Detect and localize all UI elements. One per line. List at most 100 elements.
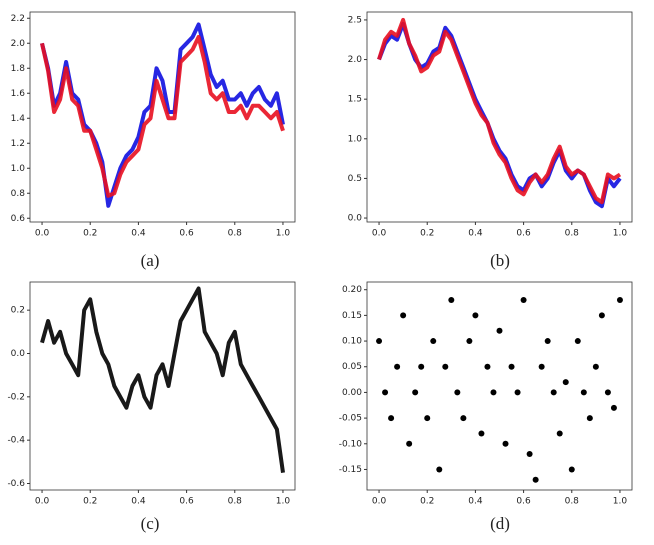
- x-tick-label: 0.0: [372, 497, 387, 507]
- point: [454, 389, 461, 396]
- point: [394, 363, 401, 370]
- x-tick-label: 0.6: [179, 229, 194, 239]
- axes-frame: [29, 281, 296, 491]
- y-tick-label: 2.0: [348, 55, 363, 65]
- x-tick-label: 1.0: [613, 229, 628, 239]
- x-tick-label: 0.8: [228, 497, 243, 507]
- point: [448, 296, 455, 303]
- y-tick-label: 1.2: [11, 139, 25, 149]
- x-tick-label: 1.0: [276, 229, 291, 239]
- y-tick-label: 0.5: [348, 174, 362, 184]
- y-tick-label: -0.10: [339, 439, 363, 449]
- series-line: [40, 35, 285, 198]
- y-tick-label: 0.15: [342, 311, 362, 321]
- x-tick-label: 0.2: [83, 229, 97, 239]
- y-tick-label: 1.0: [348, 134, 363, 144]
- point: [538, 363, 545, 370]
- point: [574, 338, 581, 345]
- x-tick-label: 0.4: [468, 229, 483, 239]
- point: [610, 404, 617, 411]
- y-tick-label: 2.0: [11, 39, 26, 49]
- point: [616, 296, 623, 303]
- point: [490, 389, 497, 396]
- point: [592, 363, 599, 370]
- point: [598, 312, 605, 319]
- point: [514, 389, 521, 396]
- x-tick-label: 0.2: [83, 497, 97, 507]
- point: [460, 415, 467, 422]
- y-tick-label: 1.5: [348, 95, 362, 105]
- y-tick-label: 0.6: [11, 214, 26, 224]
- x-tick-label: 0.8: [228, 229, 243, 239]
- series-line: [40, 286, 285, 473]
- point: [520, 296, 527, 303]
- point: [544, 338, 551, 345]
- y-tick-label: 1.4: [11, 114, 26, 124]
- y-tick-label: -0.6: [7, 479, 25, 489]
- x-tick-label: 0.4: [131, 229, 146, 239]
- y-tick-label: 2.2: [11, 14, 25, 24]
- caption: (a): [141, 251, 160, 270]
- point: [382, 389, 389, 396]
- point: [466, 338, 473, 345]
- caption: (b): [490, 251, 510, 270]
- y-tick-label: 0.0: [348, 214, 363, 224]
- x-tick-label: 0.2: [420, 497, 434, 507]
- x-tick-label: 0.8: [565, 497, 580, 507]
- axes-frame: [366, 11, 633, 223]
- point: [418, 363, 425, 370]
- series-line: [377, 17, 622, 205]
- y-tick-label: 0.10: [342, 337, 362, 347]
- y-tick-label: 0.0: [11, 349, 26, 359]
- point: [580, 389, 587, 396]
- x-tick-label: 1.0: [613, 497, 628, 507]
- y-tick-label: 1.6: [11, 89, 26, 99]
- x-tick-label: 0.0: [35, 229, 50, 239]
- y-tick-label: 0.20: [342, 285, 362, 295]
- point: [496, 327, 503, 334]
- point: [424, 415, 431, 422]
- point: [550, 389, 557, 396]
- y-tick-label: 0.05: [342, 362, 362, 372]
- point: [568, 466, 575, 473]
- y-tick-label: 0.2: [11, 306, 25, 316]
- point: [412, 389, 419, 396]
- x-tick-label: 0.2: [420, 229, 434, 239]
- x-tick-label: 0.8: [565, 229, 580, 239]
- y-tick-label: 1.0: [11, 164, 26, 174]
- y-tick-label: 0.00: [342, 388, 362, 398]
- x-tick-label: 0.4: [131, 497, 146, 507]
- point: [556, 430, 563, 437]
- y-tick-label: -0.15: [339, 465, 362, 475]
- point: [562, 379, 569, 386]
- y-tick-label: 2.5: [348, 15, 362, 25]
- point: [376, 338, 383, 345]
- point: [502, 440, 509, 447]
- y-tick-label: -0.05: [339, 414, 362, 424]
- x-tick-label: 0.6: [516, 229, 531, 239]
- x-tick-label: 0.6: [516, 497, 531, 507]
- point: [484, 363, 491, 370]
- point: [586, 415, 593, 422]
- point: [406, 440, 413, 447]
- x-tick-label: 0.0: [35, 497, 50, 507]
- point: [430, 338, 437, 345]
- point: [604, 389, 611, 396]
- point: [400, 312, 407, 319]
- point: [472, 312, 479, 319]
- point: [532, 476, 539, 483]
- point: [508, 363, 515, 370]
- x-tick-label: 0.4: [468, 497, 483, 507]
- caption: (d): [490, 514, 510, 533]
- axes-frame: [29, 11, 296, 223]
- y-tick-label: -0.4: [7, 436, 25, 446]
- axes-frame: [366, 281, 633, 491]
- point: [388, 415, 395, 422]
- y-tick-label: -0.2: [7, 392, 25, 402]
- x-tick-label: 1.0: [276, 497, 291, 507]
- x-tick-label: 0.0: [372, 229, 387, 239]
- caption: (c): [141, 514, 160, 533]
- y-tick-label: 1.8: [11, 64, 26, 74]
- point: [478, 430, 485, 437]
